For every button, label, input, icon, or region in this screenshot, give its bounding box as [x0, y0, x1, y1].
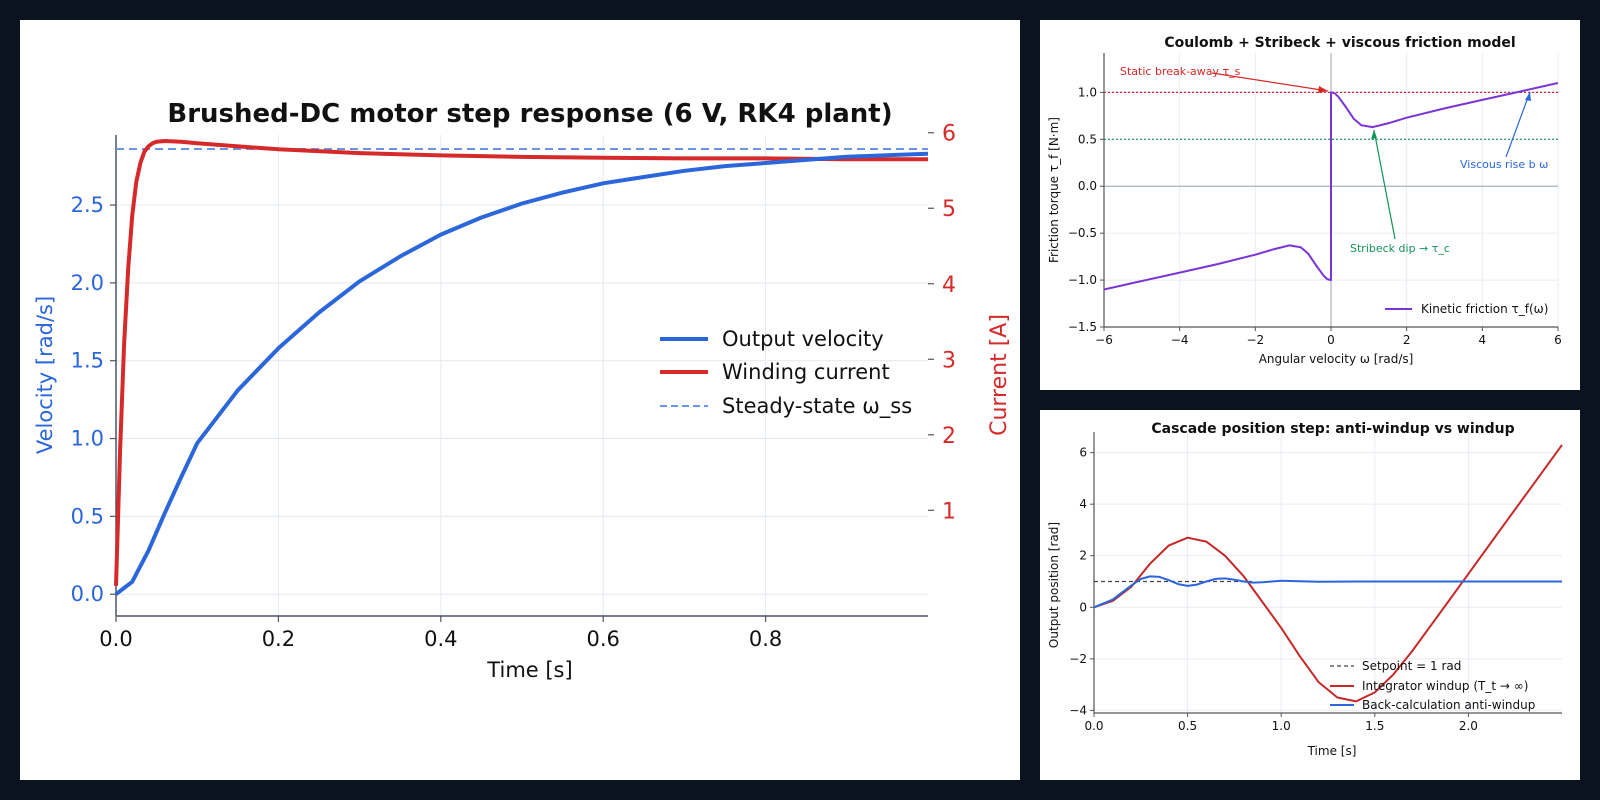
x-tick-label: 0.4 — [424, 627, 457, 651]
y-axis-label: Friction torque τ_f [N·m] — [1047, 117, 1061, 263]
grid — [115, 135, 928, 616]
step-response-panel: 0.0 0.2 0.4 0.6 0.8 0.0 0.5 1.0 1.5 2.0 2.5 1 2 3 4 5 6 … — [20, 20, 1020, 780]
chart-title: Cascade position step: anti-windup vs wi… — [1151, 421, 1514, 437]
annotation-stribeck: Stribeck dip → τ_c — [1350, 242, 1450, 255]
legend-label-current: Winding current — [722, 360, 890, 384]
annotation-static-arrowhead — [1318, 86, 1328, 93]
axes — [1090, 432, 1562, 717]
y-tick-label: 0 — [1079, 600, 1087, 614]
grid — [1093, 432, 1562, 713]
y-tick-label-left: 0.0 — [71, 582, 104, 606]
x-axis-label: Time [s] — [486, 658, 572, 682]
friction-model-panel: −6 −4 −2 0 2 4 6 −1.5 −1.0 −0.5 0.0 0.5 1.0 Coulomb … — [1040, 20, 1580, 390]
x-tick-label: 1.5 — [1365, 719, 1384, 733]
y-tick-label: −1.0 — [1068, 273, 1097, 287]
current-line — [114, 139, 928, 586]
x-tick-label: 0.8 — [749, 627, 782, 651]
y-tick-label-right: 4 — [942, 273, 956, 298]
y-tick-label-right: 6 — [942, 122, 956, 147]
y-axis-label-right: Current [A] — [987, 314, 1012, 436]
y-tick-label: −4 — [1069, 703, 1087, 717]
chart-title: Coulomb + Stribeck + viscous friction mo… — [1164, 35, 1515, 51]
legend-label-steady: Steady-state ω_ss — [722, 394, 912, 419]
x-tick-label: 2 — [1403, 333, 1411, 347]
friction-model-chart: −6 −4 −2 0 2 4 6 −1.5 −1.0 −0.5 0.0 0.5 1.0 Coulomb … — [1047, 35, 1562, 366]
y-tick-label: 0.0 — [1078, 179, 1097, 193]
axes — [1100, 53, 1559, 331]
y-tick-label: −1.5 — [1068, 320, 1097, 334]
step-response-chart: 0.0 0.2 0.4 0.6 0.80.00.51.01.52.02.5123456 … — [33, 99, 1012, 682]
legend: Setpoint = 1 rad Integrator windup (T_t … — [1330, 659, 1535, 712]
y-tick-label-left: 2.5 — [71, 193, 104, 217]
antiwindup-line — [1093, 575, 1562, 609]
y-tick-label: 0.5 — [1078, 132, 1097, 146]
x-tick-label: 0 — [1327, 333, 1335, 347]
velocity-line — [114, 151, 929, 596]
x-tick-label: 2.0 — [1459, 719, 1478, 733]
x-tick-label: 0.2 — [262, 627, 295, 651]
annotation-static-arrow — [1211, 72, 1329, 92]
windup-line — [1093, 444, 1563, 703]
x-tick-label: −6 — [1095, 333, 1113, 347]
series-lines — [114, 139, 929, 596]
legend-label-velocity: Output velocity — [722, 327, 884, 351]
x-tick-label: −4 — [1171, 333, 1189, 347]
legend: Kinetic friction τ_f(ω) — [1385, 302, 1548, 316]
annotation-stribeck-arrowhead — [1371, 130, 1377, 139]
tick-labels: 0.0 0.5 1.0 1.5 2.0 −4 −2 0 2 4 6 — [1069, 446, 1478, 733]
cascade-step-panel: 0.0 0.5 1.0 1.5 2.0 −4 −2 0 2 4 6 Cascade position… — [1040, 410, 1580, 780]
y-tick-label: 6 — [1079, 446, 1087, 460]
y-axis-label: Output position [rad] — [1047, 522, 1061, 648]
x-tick-label: 0.0 — [1084, 719, 1103, 733]
cascade-step-chart: 0.0 0.5 1.0 1.5 2.0 −4 −2 0 2 4 6 Cascade position… — [1047, 421, 1563, 758]
y-tick-label-right: 1 — [942, 499, 956, 524]
x-tick-label: 0.5 — [1178, 719, 1197, 733]
y-tick-label-left: 1.5 — [71, 349, 104, 373]
legend-label-antiwindup: Back-calculation anti-windup — [1362, 698, 1535, 712]
y-tick-label: −0.5 — [1068, 226, 1097, 240]
annotation-stribeck-arrow — [1373, 129, 1396, 240]
y-tick-label-right: 3 — [942, 348, 956, 373]
annotation-static: Static break-away τ_s — [1120, 65, 1241, 78]
x-tick-label: 0.6 — [586, 627, 619, 651]
y-tick-label-left: 1.0 — [71, 427, 104, 451]
annotation-viscous-arrowhead — [1525, 92, 1531, 101]
y-tick-label-right: 5 — [942, 197, 956, 222]
series-lines — [1103, 82, 1559, 291]
legend-label-kinetic: Kinetic friction τ_f(ω) — [1421, 302, 1548, 316]
annotation-viscous-arrow — [1505, 91, 1531, 158]
x-axis-label: Angular velocity ω [rad/s] — [1259, 352, 1414, 366]
y-tick-label: 2 — [1079, 549, 1087, 563]
legend: Output velocity Winding current Steady-s… — [660, 327, 912, 419]
tick-labels: 0.0 0.2 0.4 0.6 0.8 0.0 0.5 1.0 1.5 2.0 2.5 1 2 3 4 5 6 — [71, 122, 956, 651]
y-tick-label: 1.0 — [1078, 85, 1097, 99]
x-tick-label: 0.0 — [99, 627, 132, 651]
kinetic-friction-line — [1103, 82, 1559, 291]
legend-label-setpoint: Setpoint = 1 rad — [1362, 659, 1461, 673]
y-tick-label-left: 2.0 — [71, 271, 104, 295]
tick-labels: −6 −4 −2 0 2 4 6 −1.5 −1.0 −0.5 0.0 0.5 1.0 — [1068, 85, 1562, 347]
x-tick-label: 4 — [1479, 333, 1487, 347]
y-tick-label: −2 — [1069, 652, 1087, 666]
y-tick-label: 4 — [1079, 497, 1087, 511]
x-tick-label: 1.0 — [1272, 719, 1291, 733]
x-axis-label: Time [s] — [1307, 744, 1357, 758]
legend-label-windup: Integrator windup (T_t → ∞) — [1362, 679, 1528, 693]
annotations: Static break-away τ_s Stribeck dip → τ_c… — [1120, 65, 1548, 255]
y-tick-label-left: 0.5 — [71, 504, 104, 528]
x-tick-label: −2 — [1246, 333, 1264, 347]
x-tick-label: 6 — [1554, 333, 1562, 347]
annotation-viscous: Viscous rise b ω — [1460, 158, 1548, 171]
series-lines — [1093, 444, 1563, 703]
y-tick-label-right: 2 — [942, 424, 956, 449]
y-axis-label-left: Velocity [rad/s] — [33, 296, 57, 454]
chart-title: Brushed-DC motor step response (6 V, RK4… — [167, 99, 892, 129]
